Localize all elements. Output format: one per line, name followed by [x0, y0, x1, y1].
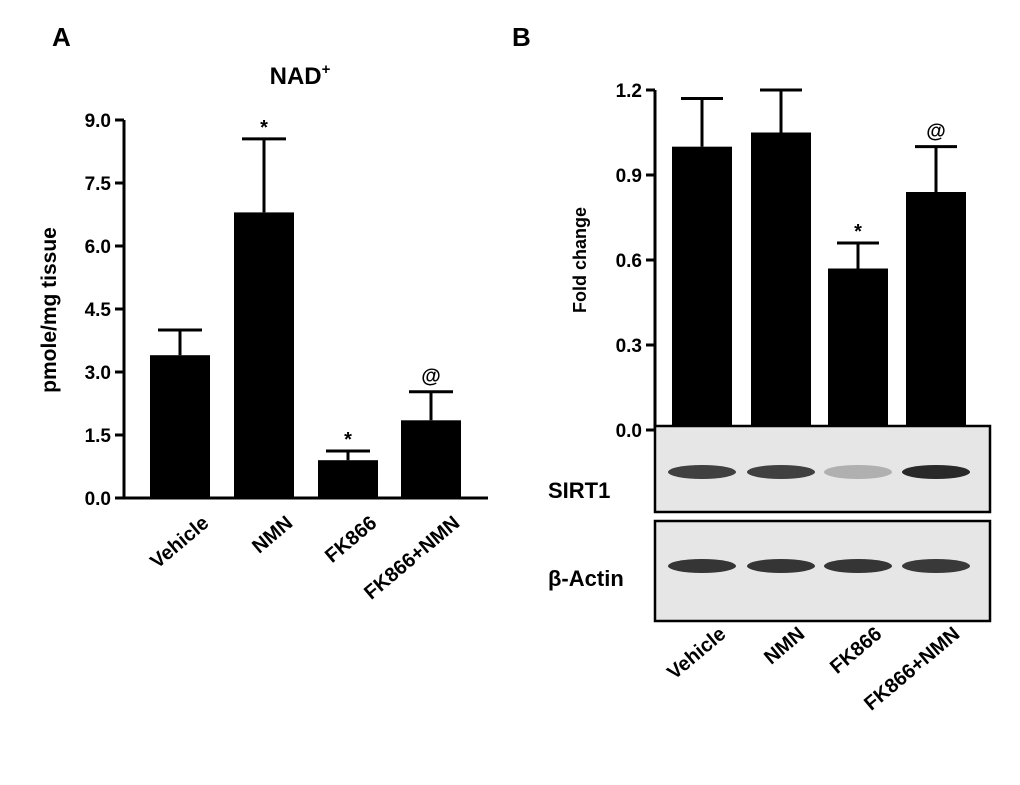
- blot-band: [668, 559, 736, 573]
- blot-band: [902, 559, 970, 573]
- bar: [401, 420, 461, 498]
- y-tick-label: 1.2: [616, 81, 642, 102]
- category-label: FK866: [321, 512, 381, 567]
- blot-band: [668, 465, 736, 479]
- y-tick-label: 7.5: [85, 174, 112, 195]
- y-tick-label: 1.5: [85, 426, 112, 447]
- y-tick-label: 3.0: [85, 363, 111, 384]
- category-label: Vehicle: [146, 512, 213, 573]
- bar: [751, 132, 811, 430]
- y-tick-label: 4.5: [85, 300, 112, 321]
- bar: [672, 146, 732, 430]
- panel-a-title-sup: +: [322, 61, 331, 78]
- bar: [828, 268, 888, 430]
- y-tick-label: 0.3: [616, 336, 642, 357]
- blot-band: [747, 465, 815, 479]
- category-label: NMN: [248, 512, 297, 558]
- panel-b-label: B: [512, 22, 531, 52]
- category-label: Vehicle: [663, 623, 730, 684]
- panel-a: A NAD+ pmole/mg tissue 0.0 1.5 3.0 4.5 6.0 7.…: [38, 22, 488, 604]
- significance-star: *: [854, 221, 862, 243]
- bar: [150, 355, 210, 498]
- significance-star: *: [344, 429, 352, 451]
- panel-b-axes: 0.0 0.3 0.6 0.9 1.2: [616, 81, 657, 442]
- blot-band: [902, 465, 970, 479]
- y-tick-label: 0.0: [616, 421, 642, 442]
- y-tick-label: 6.0: [85, 237, 111, 258]
- y-tick-label: 0.9: [616, 166, 642, 187]
- blot-label: β-Actin: [548, 566, 624, 591]
- panel-a-ylabel: pmole/mg tissue: [38, 227, 61, 393]
- significance-at: @: [926, 121, 946, 143]
- panel-b-ylabel: Fold change: [570, 207, 590, 313]
- panel-b-blots: SIRT1 β-Actin: [548, 424, 992, 623]
- panel-b: B Fold change 0.00.30.60.91.2 *@ SIRT1β-…: [512, 22, 992, 715]
- category-label: FK866: [826, 623, 886, 678]
- blot-band: [747, 559, 815, 573]
- panel-a-title: NAD+: [270, 61, 331, 90]
- y-tick-label: 0.0: [85, 489, 111, 510]
- panel-a-title-main: NAD: [270, 63, 322, 90]
- panel-a-label: A: [52, 22, 71, 52]
- blot-band: [824, 559, 892, 573]
- panel-b-bars: *@: [672, 88, 966, 430]
- category-label: NMN: [760, 623, 809, 669]
- bar: [318, 460, 378, 498]
- bar: [906, 192, 966, 430]
- panel-a-bars: * * @: [150, 117, 461, 498]
- y-tick-label: 0.6: [616, 251, 642, 272]
- y-tick-label: 9.0: [85, 111, 111, 132]
- significance-star: *: [260, 117, 268, 139]
- blot-band: [824, 465, 892, 479]
- bar: [234, 212, 294, 498]
- significance-at: @: [421, 366, 441, 388]
- blot-label: SIRT1: [548, 478, 610, 503]
